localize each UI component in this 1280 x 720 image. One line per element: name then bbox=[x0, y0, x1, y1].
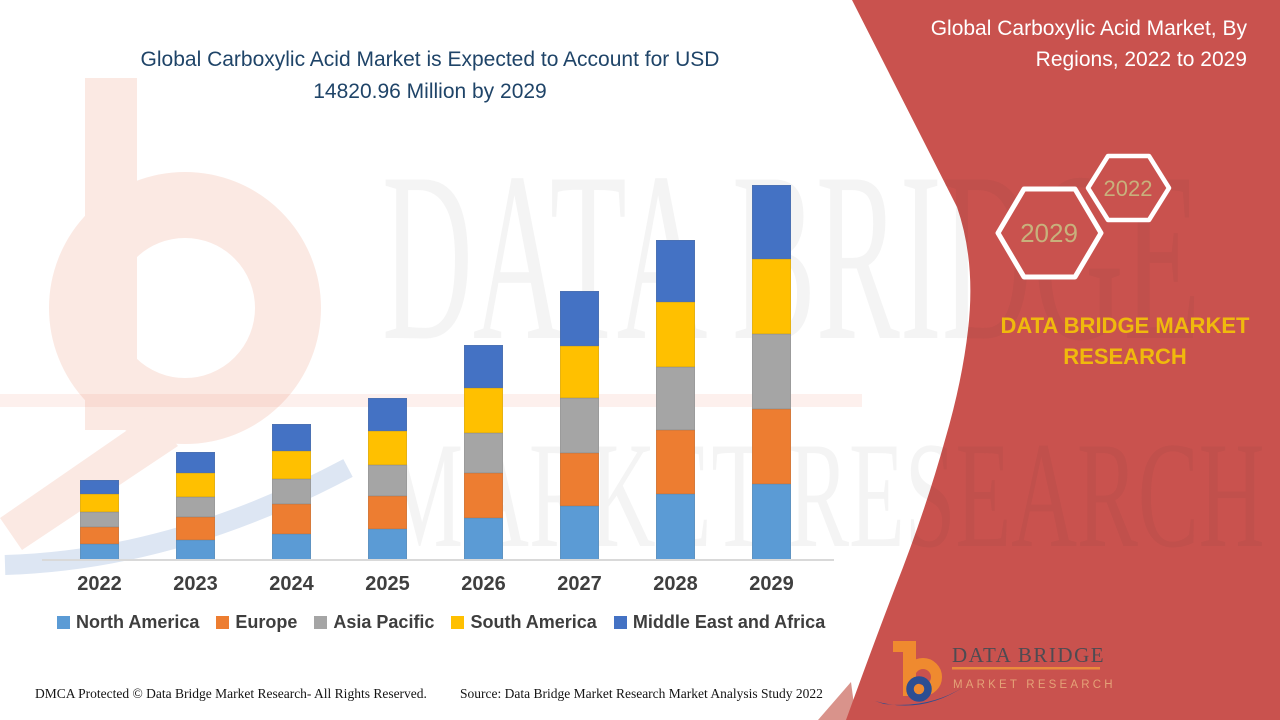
legend-item-middle-east-and-africa: Middle East and Africa bbox=[613, 612, 826, 633]
watermark-b-bowl bbox=[49, 172, 321, 444]
bar-segment-north-america bbox=[656, 494, 695, 560]
panel-title-line2: Regions, 2022 to 2029 bbox=[1035, 48, 1247, 71]
brand-name-line2: RESEARCH bbox=[1063, 344, 1187, 369]
x-axis-line bbox=[42, 559, 834, 561]
x-axis-label-2027: 2027 bbox=[557, 573, 602, 595]
bar-segment-middle-east-and-africa bbox=[464, 345, 503, 389]
x-axis-label-2023: 2023 bbox=[173, 573, 218, 595]
bar-segment-north-america bbox=[752, 484, 791, 560]
legend-item-asia-pacific: Asia Pacific bbox=[314, 612, 434, 633]
bar-2026 bbox=[464, 345, 503, 560]
legend-label: Middle East and Africa bbox=[632, 612, 826, 632]
chart-title: Global Carboxylic Acid Market is Expecte… bbox=[55, 44, 805, 108]
red-panel-shape bbox=[846, 0, 1280, 720]
bar-2028 bbox=[656, 240, 695, 560]
bar-segment-europe bbox=[272, 504, 311, 534]
bar-segment-middle-east-and-africa bbox=[368, 398, 407, 432]
legend-item-north-america: North America bbox=[57, 612, 199, 633]
bar-segment-europe bbox=[176, 517, 215, 541]
bar-2023 bbox=[176, 451, 215, 560]
bar-segment-south-america bbox=[80, 494, 119, 512]
legend-item-south-america: South America bbox=[451, 612, 597, 633]
x-axis-label-2028: 2028 bbox=[653, 573, 698, 595]
legend-swatch-icon bbox=[314, 616, 328, 629]
panel-edge-pink-wedge bbox=[818, 682, 856, 720]
watermark-pink-band bbox=[0, 394, 862, 407]
legend-label: South America bbox=[470, 612, 597, 632]
bar-segment-asia-pacific bbox=[752, 334, 791, 410]
x-axis-label-2022: 2022 bbox=[77, 573, 122, 595]
bar-2022 bbox=[80, 480, 119, 560]
bar-2027 bbox=[560, 291, 599, 560]
bar-segment-asia-pacific bbox=[464, 432, 503, 473]
bar-segment-asia-pacific bbox=[560, 398, 599, 453]
bar-segment-north-america bbox=[560, 506, 599, 560]
footer-dmca-text: DMCA Protected © Data Bridge Market Rese… bbox=[35, 686, 427, 701]
bar-segment-asia-pacific bbox=[80, 511, 119, 528]
chart-legend: North America Europe Asia Pacific South Ame… bbox=[57, 612, 832, 633]
brand-name-line1: DATA BRIDGE MARKET bbox=[1000, 313, 1250, 338]
bar-segment-north-america bbox=[368, 529, 407, 560]
brand-name-text: DATA BRIDGE MARKET RESEARCH bbox=[1000, 310, 1250, 372]
bar-segment-north-america bbox=[176, 540, 215, 560]
panel-title: Global Carboxylic Acid Market, By Region… bbox=[931, 13, 1247, 75]
legend-swatch-icon bbox=[451, 616, 465, 629]
x-axis-label-2025: 2025 bbox=[365, 573, 410, 595]
footer-source-text: Source: Data Bridge Market Research Mark… bbox=[460, 686, 823, 701]
bar-segment-europe bbox=[752, 409, 791, 485]
panel-title-line1: Global Carboxylic Acid Market, By bbox=[930, 17, 1247, 40]
bar-segment-south-america bbox=[752, 259, 791, 335]
x-axis-label-2026: 2026 bbox=[461, 573, 506, 595]
bar-segment-europe bbox=[464, 472, 503, 518]
bar-segment-middle-east-and-africa bbox=[560, 291, 599, 346]
x-axis-label-2024: 2024 bbox=[269, 573, 314, 595]
bar-segment-asia-pacific bbox=[272, 479, 311, 504]
bar-segment-middle-east-and-africa bbox=[80, 480, 119, 495]
chart-title-line1: Global Carboxylic Acid Market is Expecte… bbox=[140, 48, 720, 71]
chart-title-line2: 14820.96 Million by 2029 bbox=[313, 80, 547, 103]
bar-segment-asia-pacific bbox=[368, 464, 407, 497]
bar-segment-north-america bbox=[80, 543, 119, 560]
legend-label: Europe bbox=[235, 612, 298, 632]
bar-2029 bbox=[752, 185, 791, 560]
bar-segment-south-america bbox=[656, 302, 695, 367]
legend-swatch-icon bbox=[57, 616, 70, 629]
bar-segment-middle-east-and-africa bbox=[176, 451, 215, 474]
bar-segment-south-america bbox=[368, 431, 407, 465]
bar-segment-middle-east-and-africa bbox=[656, 240, 695, 303]
legend-label: North America bbox=[76, 612, 200, 632]
legend-swatch-icon bbox=[613, 616, 627, 629]
bar-segment-europe bbox=[560, 453, 599, 506]
bar-2025 bbox=[368, 398, 407, 560]
bar-segment-middle-east-and-africa bbox=[272, 424, 311, 452]
bar-segment-asia-pacific bbox=[656, 366, 695, 431]
bar-2024 bbox=[272, 424, 311, 560]
bar-segment-europe bbox=[656, 430, 695, 495]
bar-segment-north-america bbox=[272, 534, 311, 560]
bar-segment-europe bbox=[80, 527, 119, 544]
bar-segment-south-america bbox=[560, 345, 599, 399]
bar-segment-middle-east-and-africa bbox=[752, 185, 791, 260]
bar-segment-asia-pacific bbox=[176, 497, 215, 518]
bar-segment-europe bbox=[368, 496, 407, 529]
bar-segment-south-america bbox=[272, 451, 311, 479]
bar-segment-north-america bbox=[464, 517, 503, 560]
legend-swatch-icon bbox=[216, 616, 230, 629]
bar-segment-south-america bbox=[176, 473, 215, 498]
legend-item-europe: Europe bbox=[216, 612, 297, 633]
legend-label: Asia Pacific bbox=[333, 612, 435, 632]
bar-segment-south-america bbox=[464, 388, 503, 433]
x-axis-label-2029: 2029 bbox=[749, 573, 794, 595]
